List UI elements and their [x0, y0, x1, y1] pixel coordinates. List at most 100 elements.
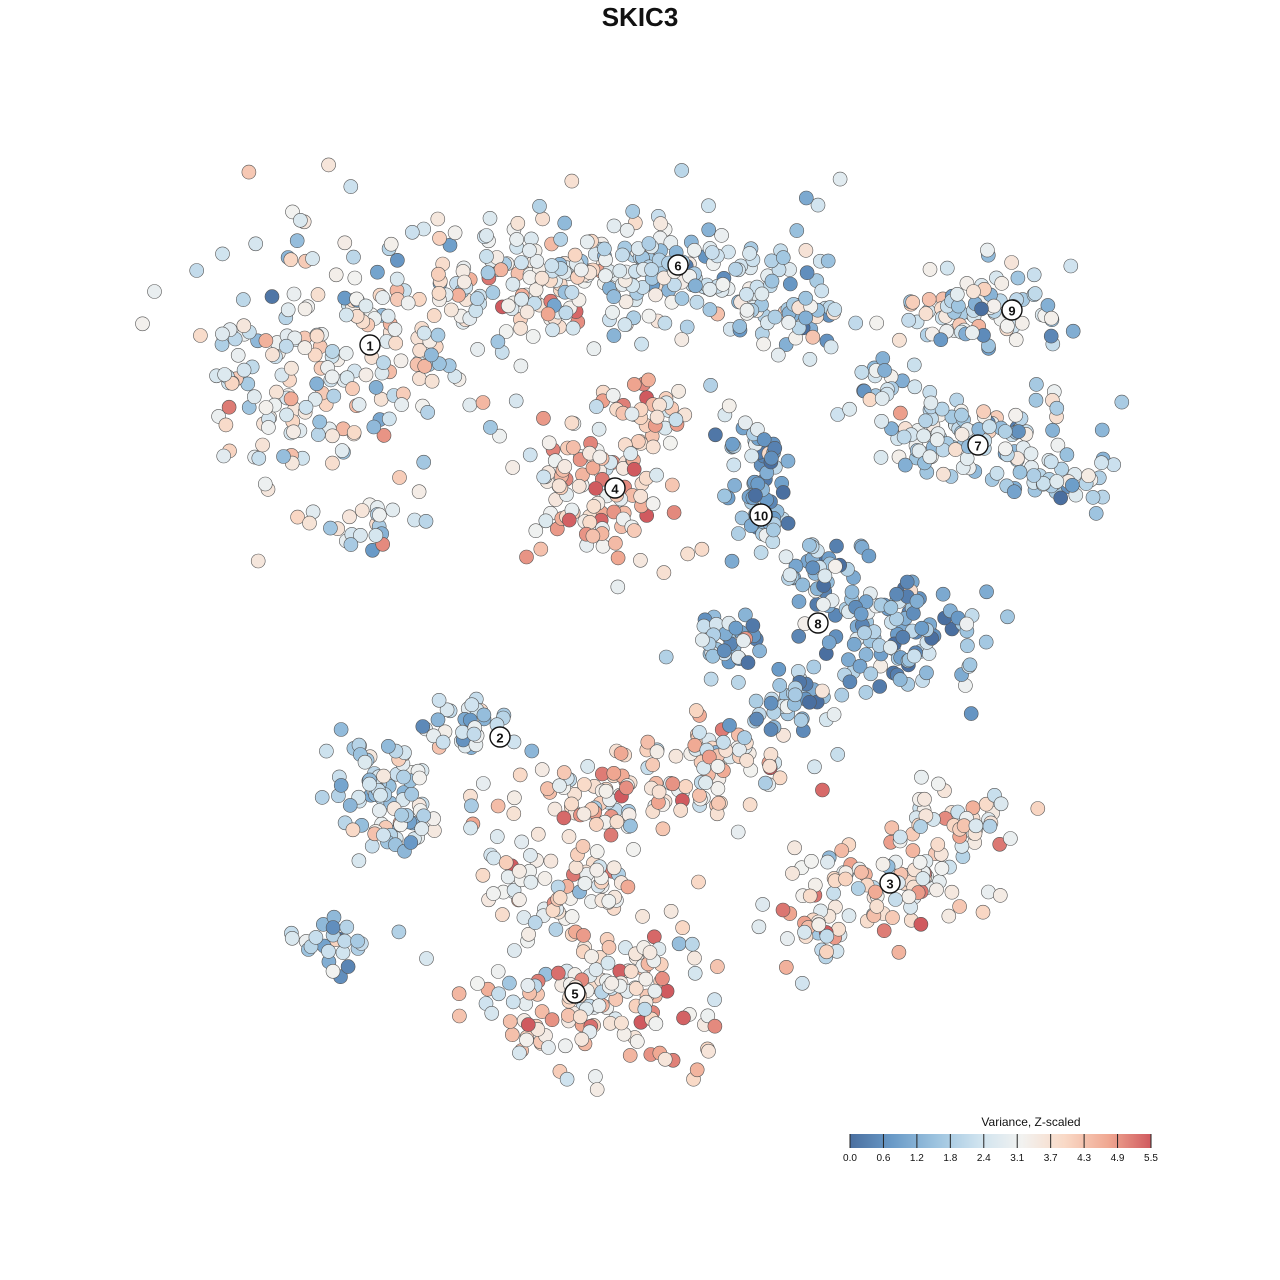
cell-point	[852, 658, 868, 674]
cell-point	[630, 434, 646, 449]
cell-point	[508, 393, 524, 409]
cell-point	[512, 767, 528, 783]
cell-point	[708, 427, 723, 443]
cell-point	[443, 302, 459, 318]
cell-point	[781, 315, 797, 330]
cell-point	[906, 606, 921, 621]
cell-point	[737, 730, 752, 746]
cell-point	[345, 822, 361, 838]
cell-point	[466, 726, 482, 742]
cell-point	[389, 271, 405, 287]
cell-point	[536, 469, 552, 485]
cell-point	[591, 421, 607, 437]
cell-point	[380, 308, 396, 324]
cell-point	[771, 661, 787, 677]
cell-point	[498, 324, 514, 339]
cell-point	[917, 791, 932, 807]
cell-point	[1065, 477, 1080, 493]
cell-point	[358, 367, 374, 383]
cell-point	[805, 560, 821, 576]
cell-point	[258, 400, 274, 415]
cell-point	[617, 317, 633, 333]
cell-point	[606, 218, 622, 234]
cell-point	[588, 962, 604, 977]
cell-point	[1027, 286, 1043, 301]
cell-point	[334, 443, 350, 458]
cell-point	[891, 944, 907, 960]
cell-point	[633, 488, 649, 504]
cell-point	[810, 197, 826, 213]
cell-point	[528, 282, 544, 298]
cell-point	[1000, 318, 1015, 334]
cluster-label-text: 2	[496, 731, 503, 746]
cell-point	[535, 211, 550, 227]
cell-point	[1011, 424, 1026, 439]
cluster-label-text: 7	[974, 439, 981, 454]
cell-point	[248, 236, 263, 252]
cell-point	[732, 319, 748, 334]
cell-point	[480, 265, 496, 281]
cell-point	[979, 584, 994, 600]
cell-point	[954, 427, 970, 442]
cell-point	[255, 437, 270, 453]
cell-point	[609, 814, 625, 830]
cell-point	[278, 338, 294, 354]
cell-point	[819, 928, 835, 944]
cell-point	[952, 899, 967, 914]
cell-point	[914, 769, 929, 785]
cluster-label-badge	[879, 872, 901, 894]
cell-point	[431, 266, 446, 282]
cell-point	[772, 770, 788, 786]
legend-colorbar	[850, 1134, 1151, 1148]
legend-tick-label: 2.4	[977, 1153, 991, 1164]
cell-point	[370, 264, 385, 280]
cell-point	[959, 616, 975, 632]
cell-point	[671, 383, 686, 399]
cell-point	[601, 893, 617, 909]
cell-point	[1049, 474, 1065, 489]
cell-point	[576, 806, 592, 822]
cell-point	[456, 274, 472, 290]
cell-point	[724, 553, 740, 569]
cell-point	[491, 986, 507, 1002]
cell-point	[715, 277, 731, 292]
cell-point	[574, 1032, 590, 1047]
legend-tick-label: 0.6	[876, 1153, 890, 1164]
cluster-label-text: 9	[1008, 304, 1015, 319]
cell-point	[623, 818, 638, 834]
cell-point	[668, 412, 684, 428]
cell-point	[416, 808, 432, 824]
cell-point	[147, 284, 162, 299]
color-legend: Variance, Z-scaled 0.0 0.6 1.2 1.8 2.4 3.1 3.7…	[843, 1115, 1158, 1164]
cell-point	[470, 342, 485, 357]
cell-point	[571, 478, 587, 494]
cell-point	[506, 806, 522, 821]
cluster-label-text: 6	[674, 259, 681, 274]
cell-point	[561, 512, 577, 528]
cell-point	[298, 399, 314, 415]
cell-point	[362, 776, 377, 792]
cell-point	[695, 632, 710, 648]
cell-point	[897, 457, 913, 473]
cell-point	[770, 347, 786, 363]
cell-point	[875, 856, 891, 872]
cell-point	[698, 775, 713, 791]
cell-point	[604, 975, 620, 991]
cell-point	[782, 276, 798, 292]
cell-point	[307, 391, 323, 407]
cell-point	[482, 211, 498, 226]
cell-point	[527, 915, 543, 930]
cluster-label-text: 10	[754, 509, 768, 524]
cell-point	[802, 888, 818, 904]
cell-point	[387, 322, 403, 337]
cell-point	[354, 503, 370, 518]
cell-point	[895, 629, 911, 645]
cell-point	[1026, 267, 1042, 283]
cell-point	[820, 854, 835, 870]
cell-point	[688, 278, 703, 294]
cell-point	[528, 523, 544, 539]
cell-point	[565, 320, 581, 336]
cell-point	[645, 757, 661, 773]
cell-point	[762, 758, 778, 774]
cell-point	[744, 448, 760, 464]
